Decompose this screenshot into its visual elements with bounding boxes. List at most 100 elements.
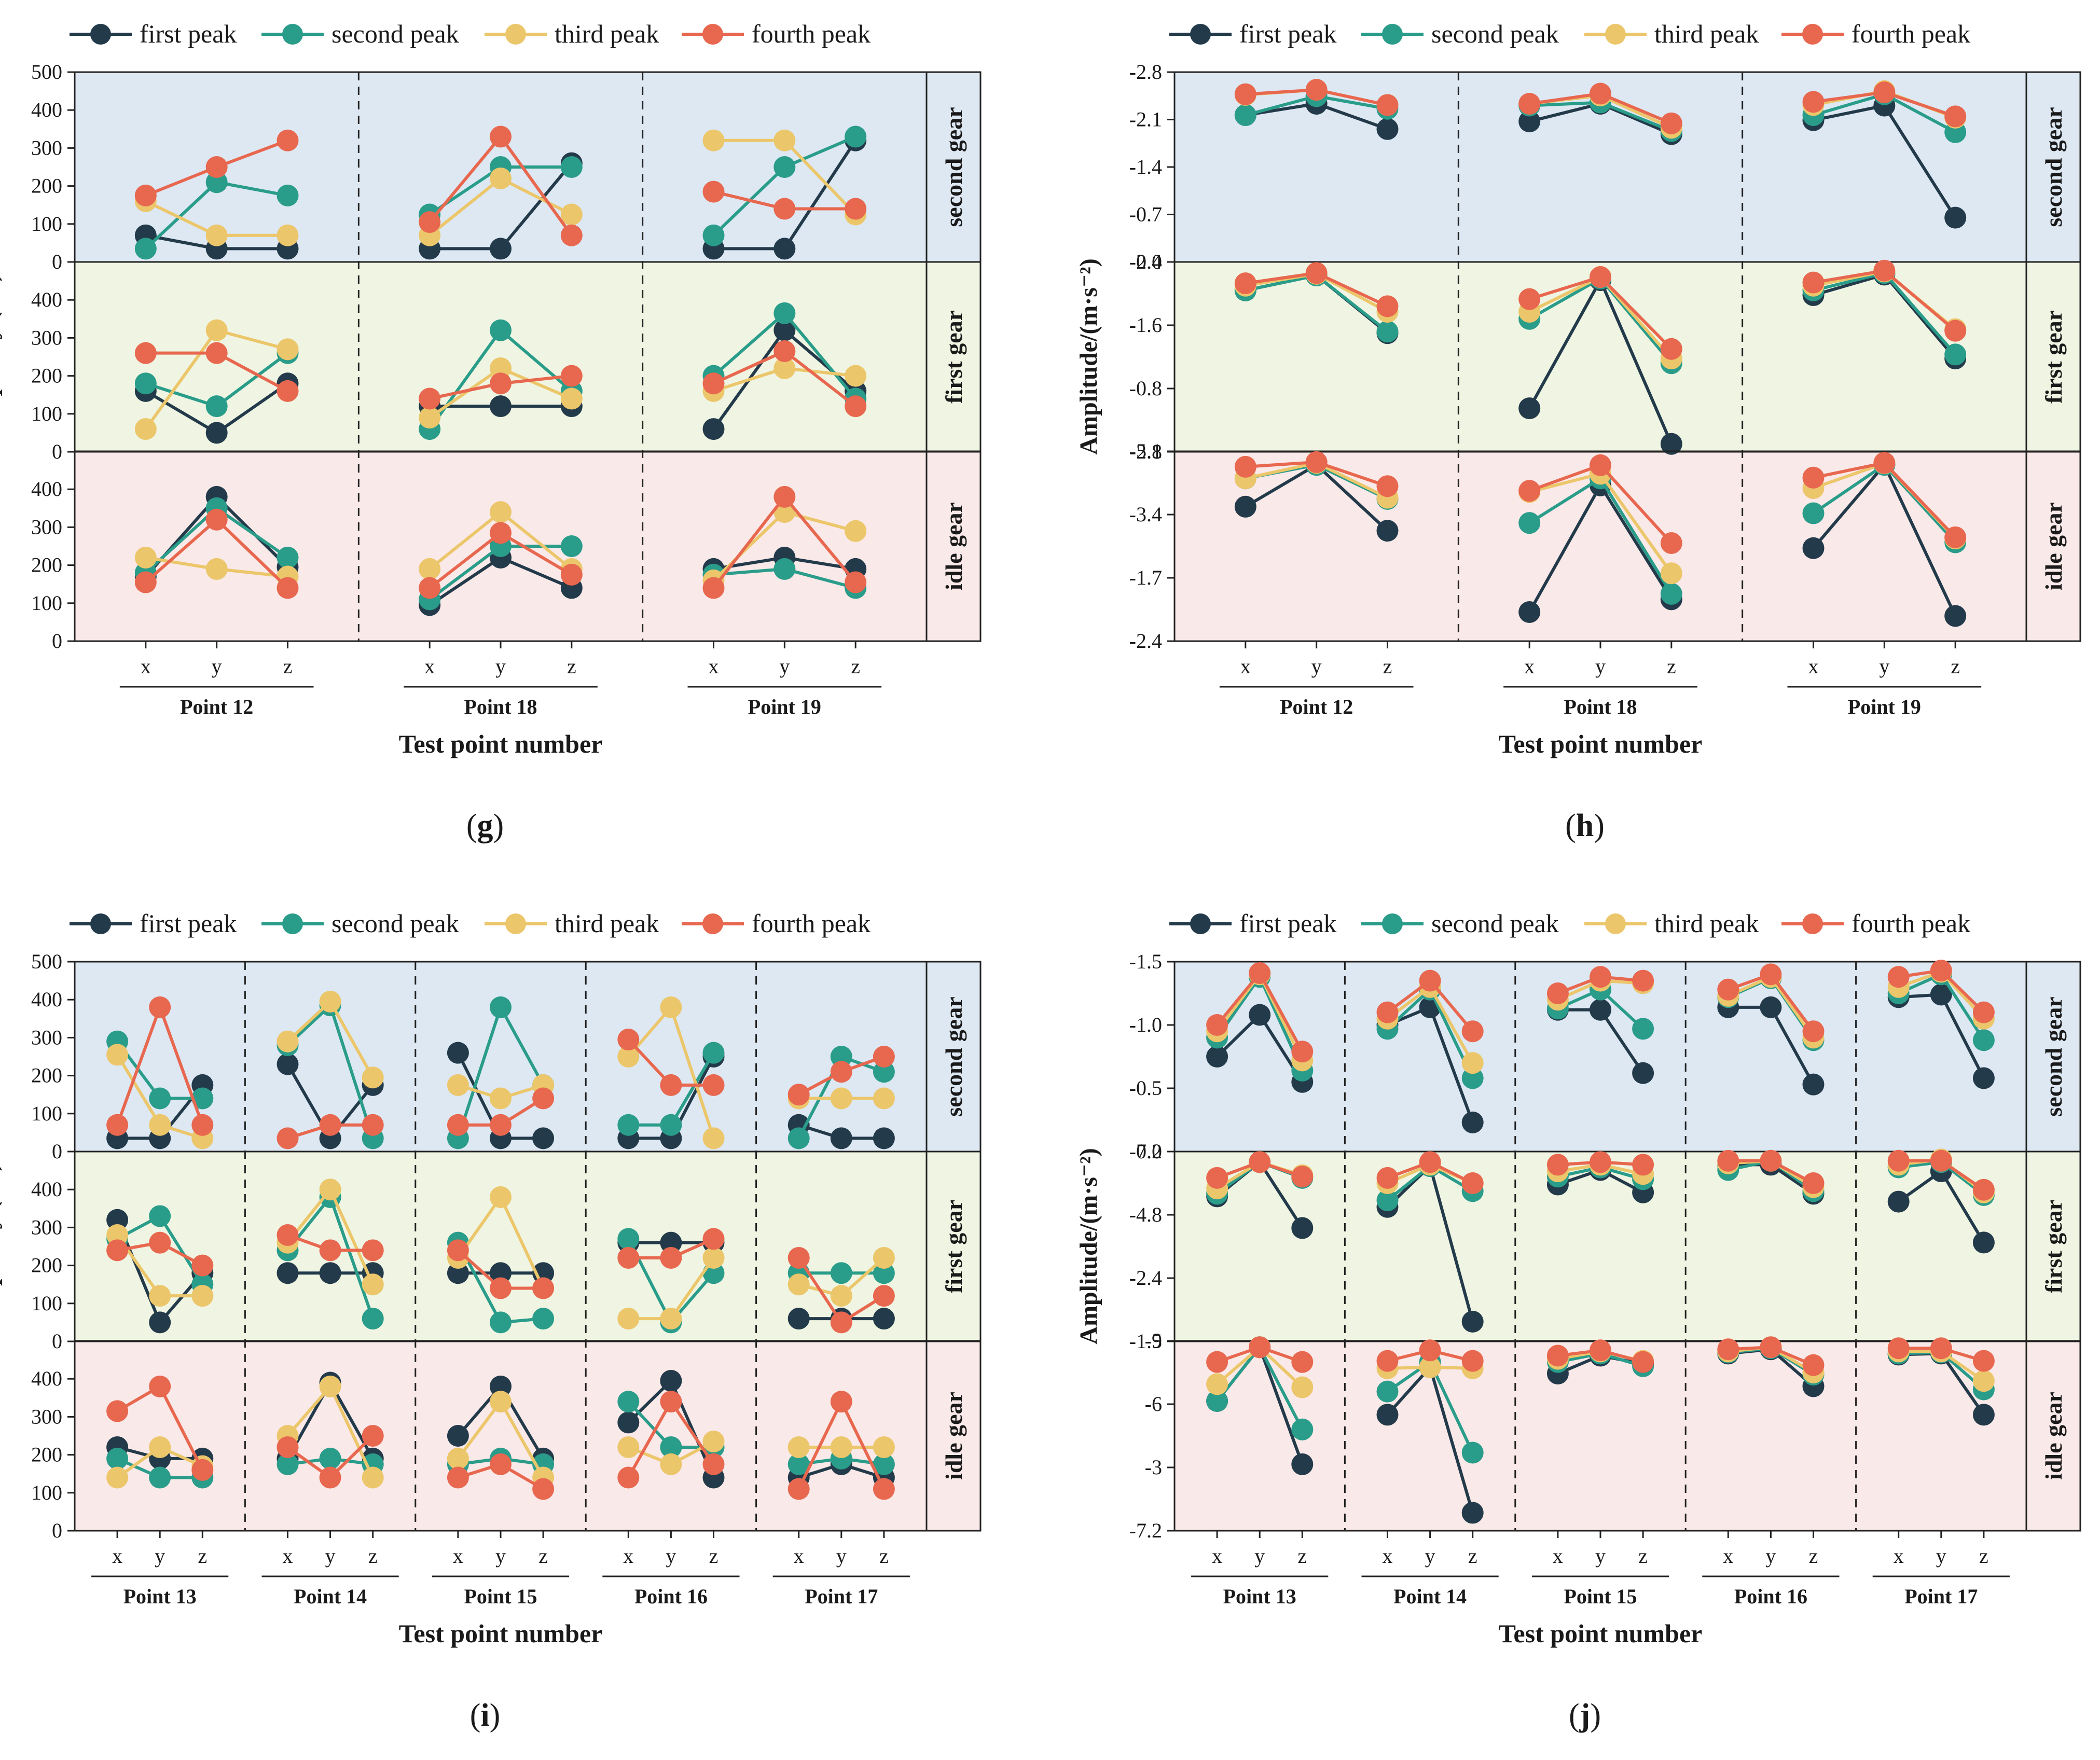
point-label: Point 16	[1734, 1585, 1807, 1608]
data-point-fourth-peak	[1249, 962, 1271, 984]
point-label: Point 19	[1848, 695, 1921, 718]
row-border	[74, 450, 982, 642]
data-point-first-peak	[1660, 433, 1682, 455]
panel-label-paren: (	[466, 808, 477, 843]
strip-label-first-gear: first gear	[2040, 1200, 2067, 1293]
data-point-third-peak	[660, 1453, 682, 1475]
data-point-fourth-peak	[319, 1466, 341, 1489]
data-point-fourth-peak	[702, 181, 725, 203]
x-tick-label: z	[567, 655, 576, 678]
data-point-fourth-peak	[1249, 1151, 1271, 1173]
data-point-fourth-peak	[845, 395, 867, 418]
legend-marker-fourth-peak	[1802, 913, 1823, 934]
data-point-fourth-peak	[1802, 271, 1825, 294]
data-point-fourth-peak	[106, 1400, 129, 1422]
data-point-fourth-peak	[277, 1436, 299, 1458]
y-tick-label: 200	[31, 174, 62, 198]
data-point-third-peak	[149, 1114, 171, 1136]
y-tick-label: 300	[31, 1215, 62, 1239]
x-tick-label: x	[794, 1544, 804, 1568]
data-point-fourth-peak	[1590, 454, 1611, 476]
data-point-third-peak	[490, 501, 512, 523]
y-tick-label: -7.2	[1129, 1519, 1162, 1542]
data-point-first-peak	[660, 1369, 682, 1392]
y-tick-label: 100	[31, 1102, 62, 1125]
data-point-second-peak	[1972, 1029, 1995, 1051]
y-tick-label: 100	[31, 1292, 62, 1315]
data-point-fourth-peak	[1930, 960, 1952, 982]
data-point-fourth-peak	[1419, 1151, 1441, 1173]
data-point-fourth-peak	[702, 1074, 725, 1096]
data-point-fourth-peak	[773, 340, 796, 363]
data-point-fourth-peak	[1590, 966, 1611, 988]
data-point-third-peak	[830, 1087, 852, 1110]
data-point-first-peak	[1632, 1062, 1654, 1084]
data-point-third-peak	[319, 990, 341, 1013]
data-point-fourth-peak	[845, 571, 867, 593]
data-point-first-peak	[773, 238, 796, 260]
data-point-second-peak	[134, 372, 157, 395]
panel-i: first peak second peak third peak fourth pe…	[0, 909, 982, 1733]
point-label: Point 14	[1393, 1585, 1467, 1608]
y-tick-label: 0	[52, 629, 62, 653]
data-point-third-peak	[560, 203, 583, 226]
data-point-fourth-peak	[149, 1231, 171, 1254]
x-tick-label: x	[1723, 1544, 1733, 1568]
y-tick-label: -1.7	[1129, 566, 1162, 589]
y-axis-title: Amplitude/(m·s⁻²)	[1075, 258, 1102, 454]
legend-marker-second-peak	[282, 24, 303, 45]
y-tick-label: -2.4	[1129, 250, 1162, 273]
data-point-fourth-peak	[1419, 1339, 1441, 1362]
y-tick-label: 100	[31, 591, 62, 615]
legend-marker-second-peak	[282, 913, 303, 934]
data-point-fourth-peak	[830, 1311, 852, 1334]
data-point-third-peak	[845, 520, 867, 542]
data-point-second-peak	[134, 238, 157, 260]
data-point-fourth-peak	[1291, 1351, 1314, 1373]
point-label: Point 15	[1564, 1585, 1637, 1608]
data-point-fourth-peak	[205, 156, 228, 178]
strip-label-idle-gear: idle gear	[941, 502, 967, 590]
data-point-third-peak	[873, 1246, 895, 1269]
panel-label-letter: g	[477, 808, 493, 843]
point-label: Point 19	[748, 695, 821, 718]
data-point-fourth-peak	[873, 1046, 895, 1068]
data-point-first-peak	[1461, 1310, 1484, 1333]
data-point-fourth-peak	[1376, 295, 1399, 317]
row-border	[1173, 1340, 2081, 1532]
data-point-fourth-peak	[191, 1459, 214, 1481]
point-label: Point 13	[1223, 1585, 1296, 1608]
legend-label-fourth-peak: fourth peak	[1852, 19, 1970, 48]
data-point-second-peak	[277, 1453, 299, 1475]
data-point-third-peak	[1419, 1356, 1441, 1378]
y-tick-label: -2.1	[1129, 108, 1162, 131]
data-point-fourth-peak	[660, 1246, 682, 1269]
x-tick-label: z	[368, 1544, 378, 1568]
x-tick-label: y	[495, 1544, 506, 1568]
data-point-fourth-peak	[447, 1114, 469, 1136]
data-point-first-peak	[532, 1127, 555, 1149]
data-point-first-peak	[1802, 537, 1825, 559]
point-label: Point 18	[1564, 695, 1637, 718]
y-tick-label: -1.6	[1129, 313, 1162, 337]
data-point-fourth-peak	[362, 1239, 384, 1262]
data-point-fourth-peak	[205, 342, 228, 364]
x-tick-label: x	[112, 1544, 122, 1568]
data-point-fourth-peak	[1376, 475, 1399, 497]
data-point-third-peak	[447, 1074, 469, 1096]
data-point-third-peak	[319, 1179, 341, 1201]
data-point-second-peak	[1376, 1189, 1399, 1212]
data-point-second-peak	[1461, 1442, 1484, 1464]
x-tick-label: y	[1254, 1544, 1265, 1568]
row-bg-idle-gear	[1175, 451, 2080, 641]
data-point-fourth-peak	[362, 1114, 384, 1136]
y-axis-title: Frequency/(Hz)	[0, 1163, 3, 1330]
x-tick-label: z	[1297, 1544, 1307, 1568]
x-tick-label: y	[1879, 655, 1889, 678]
data-point-first-peak	[490, 238, 512, 260]
x-tick-label: y	[212, 655, 222, 678]
x-tick-label: x	[424, 655, 435, 678]
panel-h: first peak second peak third peak fourth pe…	[1075, 19, 2081, 843]
data-point-fourth-peak	[1660, 338, 1682, 360]
data-point-fourth-peak	[1717, 1338, 1739, 1361]
